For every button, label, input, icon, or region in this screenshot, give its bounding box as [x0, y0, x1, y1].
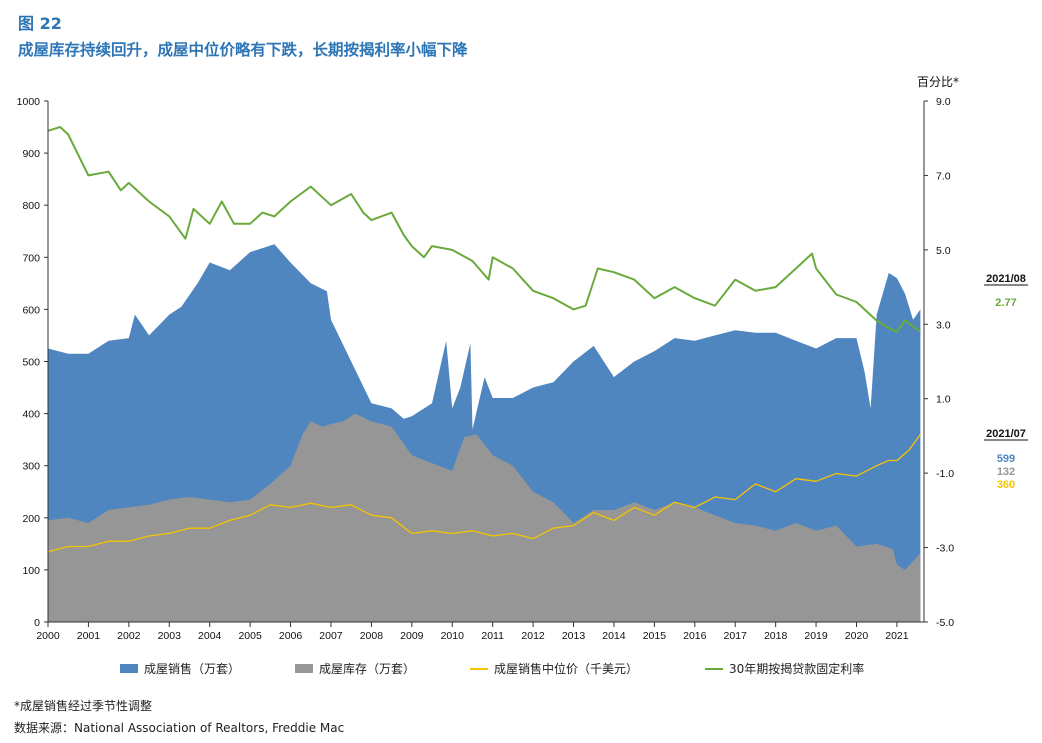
- x-tick-label: 2015: [643, 630, 667, 642]
- left-tick-label: 300: [22, 461, 40, 473]
- x-tick-label: 2000: [36, 630, 60, 642]
- x-tick-label: 2017: [724, 630, 748, 642]
- x-tick-label: 2005: [238, 630, 262, 642]
- series-line-2: [47, 434, 921, 553]
- x-tick-label: 2008: [360, 630, 384, 642]
- x-tick-label: 2009: [400, 630, 424, 642]
- legend-swatch: [120, 664, 138, 673]
- annotation-value: 132: [997, 466, 1015, 478]
- right-tick-label: -1.0: [936, 468, 954, 480]
- x-tick-label: 2012: [521, 630, 545, 642]
- x-tick-label: 2014: [602, 630, 626, 642]
- legend-label: 30年期按揭贷款固定利率: [729, 662, 865, 676]
- legend-label: 成屋销售中位价（千美元）: [494, 662, 639, 676]
- x-tick-label: 2020: [845, 630, 869, 642]
- right-tick-label: -5.0: [936, 617, 954, 629]
- x-tick-label: 2010: [441, 630, 465, 642]
- chart-canvas: 0 100 200 300 400 500 600 700 800 900 1000 -5.0 -3.0…: [17, 75, 1028, 642]
- right-tick-label: 5.0: [936, 245, 951, 257]
- left-tick-label: 400: [22, 409, 40, 421]
- x-tick-label: 2021: [885, 630, 909, 642]
- x-tick-label: 2011: [481, 630, 504, 642]
- x-tick-label: 2002: [117, 630, 141, 642]
- x-tick-label: 2013: [562, 630, 586, 642]
- legend-item: 成屋库存（万套）: [295, 660, 415, 677]
- legend-item: 成屋销售中位价（千美元）: [470, 660, 638, 677]
- legend-label: 成屋销售（万套）: [144, 662, 241, 676]
- left-tick-label: 600: [22, 304, 40, 316]
- annotation-value: 2.77: [995, 297, 1016, 309]
- legend-label: 成屋库存（万套）: [319, 662, 416, 676]
- footnote: *成屋销售经过季节性调整: [14, 699, 153, 713]
- series-line-3: [47, 126, 921, 333]
- x-tick-label: 2001: [77, 630, 101, 642]
- annotation-value: 360: [997, 479, 1015, 491]
- figure-title: 成屋库存持续回升，成屋中位价略有下跌，长期按揭利率小幅下降: [18, 41, 468, 59]
- right-axis-unit: 百分比*: [917, 75, 959, 89]
- left-tick-label: 200: [22, 513, 40, 525]
- x-tick-label: 2003: [158, 630, 182, 642]
- right-tick-label: -3.0: [936, 543, 954, 555]
- right-tick-label: 1.0: [936, 394, 951, 406]
- right-tick-label: 7.0: [936, 170, 951, 182]
- annotation-value: 599: [997, 453, 1015, 465]
- x-tick-label: 2004: [198, 630, 222, 642]
- legend-swatch: [705, 667, 723, 670]
- annotation-date: 2021/08: [986, 273, 1026, 285]
- left-tick-label: 0: [34, 617, 40, 629]
- left-tick-label: 500: [22, 357, 40, 369]
- legend-item: 30年期按揭贷款固定利率: [705, 660, 864, 677]
- left-tick-label: 800: [22, 200, 40, 212]
- legend-item: 成屋销售（万套）: [120, 660, 240, 677]
- x-tick-label: 2016: [683, 630, 707, 642]
- x-tick-label: 2006: [279, 630, 303, 642]
- legend: 成屋销售（万套） 成屋库存（万套） 成屋销售中位价（千美元） 30年期按揭贷款固定利率: [120, 660, 1000, 680]
- right-tick-label: 9.0: [936, 96, 951, 108]
- series-area-1: [48, 413, 921, 622]
- x-tick-label: 2018: [764, 630, 788, 642]
- legend-swatch: [470, 667, 488, 670]
- figure-label: 图 22: [18, 14, 62, 33]
- x-tick-label: 2019: [804, 630, 828, 642]
- x-tick-label: 2007: [319, 630, 343, 642]
- annotation-date: 2021/07: [986, 428, 1026, 440]
- right-tick-label: 3.0: [936, 319, 951, 331]
- legend-swatch: [295, 664, 313, 673]
- left-tick-label: 700: [22, 252, 40, 264]
- source-note: 数据来源：National Association of Realtors, F…: [14, 721, 345, 735]
- left-tick-label: 100: [22, 565, 40, 577]
- left-tick-label: 1000: [17, 96, 41, 108]
- left-tick-label: 900: [22, 148, 40, 160]
